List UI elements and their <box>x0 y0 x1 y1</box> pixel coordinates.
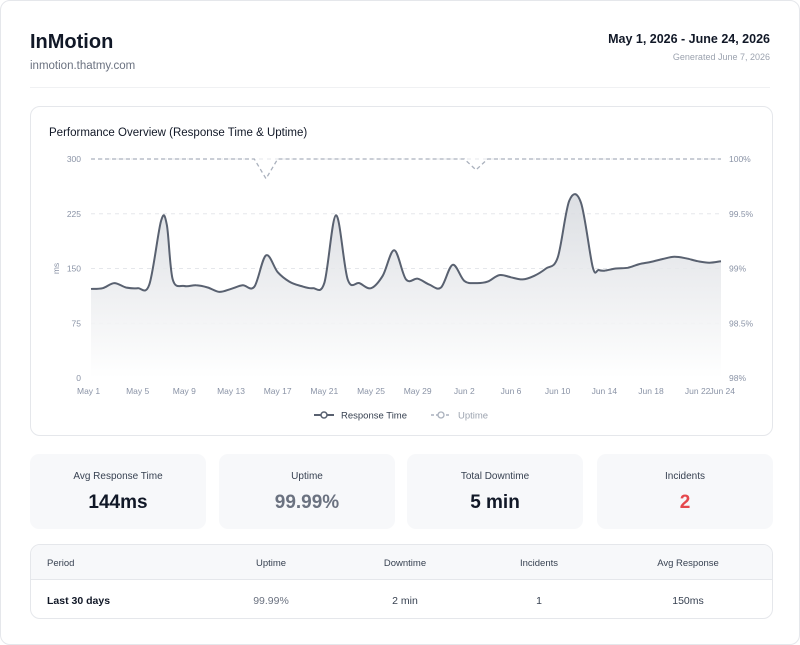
x-tick-label: Jun 10 <box>545 386 571 396</box>
cell-period: Last 30 days <box>47 595 111 607</box>
stat-label: Total Downtime <box>460 471 530 482</box>
legend-response-marker <box>320 411 328 419</box>
x-tick-label: May 21 <box>310 386 338 396</box>
y2-tick-label: 99.5% <box>729 209 754 219</box>
stat-label: Avg Response Time <box>73 471 163 482</box>
y2-tick-label: 98% <box>729 373 746 383</box>
column-header-period: Period <box>47 558 75 569</box>
column-header-downtime: Downtime <box>383 558 427 569</box>
x-tick-label: May 1 <box>77 386 100 396</box>
stat-card-incidents: Incidents 2 <box>597 454 773 529</box>
y-axis-label: ms <box>51 263 61 274</box>
cell-uptime: 99.99% <box>253 595 289 607</box>
column-header-avg-response: Avg Response <box>657 558 719 569</box>
x-tick-label: Jun 14 <box>592 386 618 396</box>
y-tick-label: 0 <box>76 373 81 383</box>
stat-value: 2 <box>679 492 691 513</box>
performance-chart-card: Performance Overview (Response Time & Up… <box>30 106 773 436</box>
stat-card-avg-response: Avg Response Time 144ms <box>30 454 206 529</box>
y2-tick-label: 100% <box>729 154 751 164</box>
site-domain: inmotion.thatmy.com <box>30 60 136 72</box>
x-tick-label: May 9 <box>173 386 196 396</box>
x-tick-label: May 13 <box>217 386 245 396</box>
date-range: May 1, 2026 - June 24, 2026 <box>608 32 770 46</box>
column-header-uptime: Uptime <box>255 558 287 569</box>
stat-card-uptime: Uptime 99.99% <box>219 454 395 529</box>
x-tick-label: May 25 <box>357 386 385 396</box>
x-tick-label: May 17 <box>264 386 292 396</box>
y-tick-label: 75 <box>72 318 82 328</box>
stat-value: 5 min <box>470 492 520 513</box>
x-tick-label: Jun 22 <box>685 386 711 396</box>
column-header-incidents: Incidents <box>519 558 559 569</box>
stat-card-downtime: Total Downtime 5 min <box>407 454 583 529</box>
stat-label: Uptime <box>291 471 323 482</box>
summary-table: Period Uptime Downtime Incidents Avg Res… <box>30 544 773 619</box>
response-time-area <box>91 194 721 378</box>
generated-date: Generated June 7, 2026 <box>672 52 770 62</box>
header-divider <box>30 87 770 88</box>
stat-value: 144ms <box>88 492 148 513</box>
legend-response-label: Response Time <box>341 411 407 422</box>
y-tick-label: 225 <box>67 209 81 219</box>
performance-chart: 0 75 150 225 300 98% 98.5% 99% 99.5% 100% ms May 1 M… <box>51 154 754 422</box>
legend-uptime-marker <box>437 411 445 419</box>
cell-incidents: 1 <box>536 595 542 607</box>
x-tick-label: Jun 2 <box>454 386 475 396</box>
brand-name: InMotion <box>30 31 114 53</box>
table-header-row: Period Uptime Downtime Incidents Avg Res… <box>31 545 772 580</box>
legend-uptime-label: Uptime <box>458 411 488 422</box>
y2-tick-label: 98.5% <box>729 318 754 328</box>
x-tick-label: Jun 24 <box>709 386 735 396</box>
y2-tick-label: 99% <box>729 264 746 274</box>
y-tick-label: 150 <box>67 264 81 274</box>
stat-label: Incidents <box>664 471 706 482</box>
chart-title: Performance Overview (Response Time & Up… <box>49 127 308 139</box>
x-tick-label: May 29 <box>404 386 432 396</box>
stat-value: 99.99% <box>274 492 340 513</box>
x-tick-label: Jun 18 <box>638 386 664 396</box>
cell-downtime: 2 min <box>392 595 418 607</box>
cell-avg-response: 150ms <box>672 595 704 607</box>
response-time-line <box>90 193 722 293</box>
x-tick-label: Jun 6 <box>501 386 522 396</box>
y-tick-label: 300 <box>67 154 81 164</box>
x-tick-label: May 5 <box>126 386 149 396</box>
uptime-line <box>91 158 721 180</box>
